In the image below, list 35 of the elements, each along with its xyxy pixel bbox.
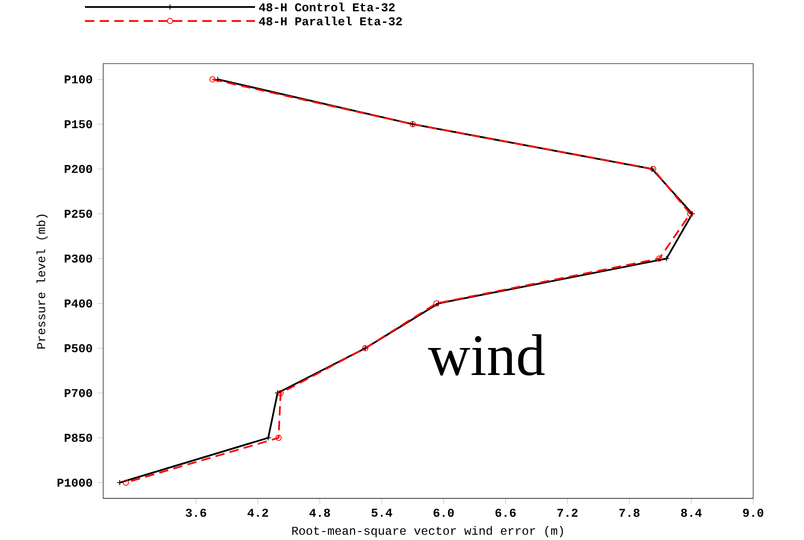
y-tick-label: P400	[64, 299, 92, 308]
y-tick-label: P200	[64, 164, 92, 174]
text: 48-H Control Eta-32	[259, 2, 395, 12]
y-tick-label: P150	[64, 120, 92, 128]
x-tick-label: 9.0	[743, 508, 764, 517]
y-tick-label: P850	[64, 434, 92, 442]
point	[433, 300, 440, 306]
x-tick-label: 6.0	[434, 508, 454, 517]
point	[656, 256, 662, 262]
x-tick-label: 7.8	[619, 508, 640, 517]
y-tick-label: P500	[64, 344, 92, 352]
y-axis-title: Pressure level (mb)	[36, 214, 48, 348]
point	[122, 480, 129, 486]
y-tick-label: P100	[64, 75, 92, 84]
x-tick-label: 5.4	[372, 508, 392, 517]
point	[663, 256, 670, 262]
point	[274, 390, 281, 396]
y-tick-label: P1000	[58, 478, 92, 487]
annotation: wind	[428, 334, 545, 376]
point	[276, 434, 282, 441]
text: 48-H Parallel Eta-32	[259, 16, 402, 26]
x-tick-label: 3.6	[186, 508, 206, 517]
point	[265, 434, 272, 441]
x-tick-label: 4.8	[309, 508, 330, 517]
x-tick-label: 8.4	[681, 508, 702, 517]
point	[209, 76, 216, 82]
x-tick-label: 4.2	[248, 508, 268, 517]
y-tick-label: P250	[64, 210, 92, 218]
y-tick-label: P700	[64, 388, 92, 398]
x-tick-label: 7.2	[557, 508, 578, 517]
y-tick-label: P300	[64, 254, 92, 263]
point	[435, 300, 442, 306]
x-axis-title: Root-mean-square vector wind error (m)	[292, 526, 563, 538]
x-tick-label: 6.6	[495, 508, 516, 517]
point	[278, 390, 284, 396]
